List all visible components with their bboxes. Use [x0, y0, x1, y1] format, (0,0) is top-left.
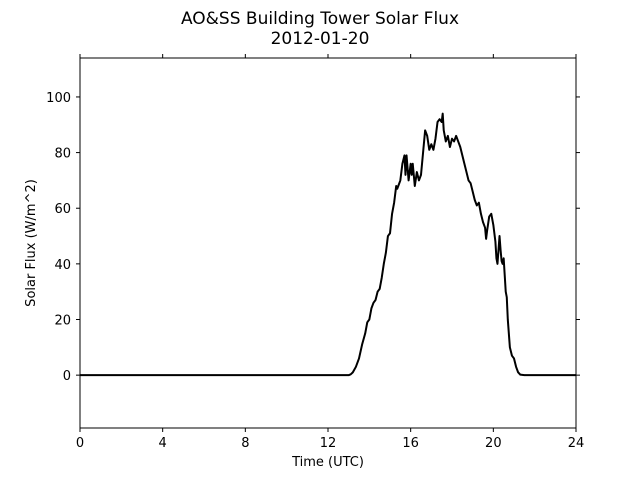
- plot-frame: [79, 57, 577, 429]
- x-axis-label: Time (UTC): [291, 455, 364, 470]
- y-tick-label: 0: [63, 369, 71, 384]
- y-tick-label: 80: [54, 147, 71, 162]
- y-tick-label: 60: [54, 202, 71, 217]
- y-tick-label: 20: [54, 314, 71, 329]
- x-tick-label: 20: [485, 436, 502, 451]
- chart-title: AO&SS Building Tower Solar Flux: [181, 9, 459, 29]
- x-tick-label: 16: [402, 436, 419, 451]
- x-tick-label: 24: [568, 436, 585, 451]
- x-tick-label: 4: [159, 436, 167, 451]
- x-tick-label: 0: [76, 436, 84, 451]
- axis-ticks: 0 4 8 12 16 20 24 0 20 40 60 80 100: [46, 54, 584, 451]
- y-tick-label: 100: [46, 91, 71, 106]
- x-tick-label: 12: [320, 436, 337, 451]
- y-axis-label: Solar Flux (W/m^2): [24, 179, 39, 307]
- series-line: [80, 112, 576, 377]
- x-tick-label: 8: [241, 436, 249, 451]
- chart-subtitle: 2012-01-20: [271, 29, 370, 49]
- y-tick-label: 40: [54, 258, 71, 273]
